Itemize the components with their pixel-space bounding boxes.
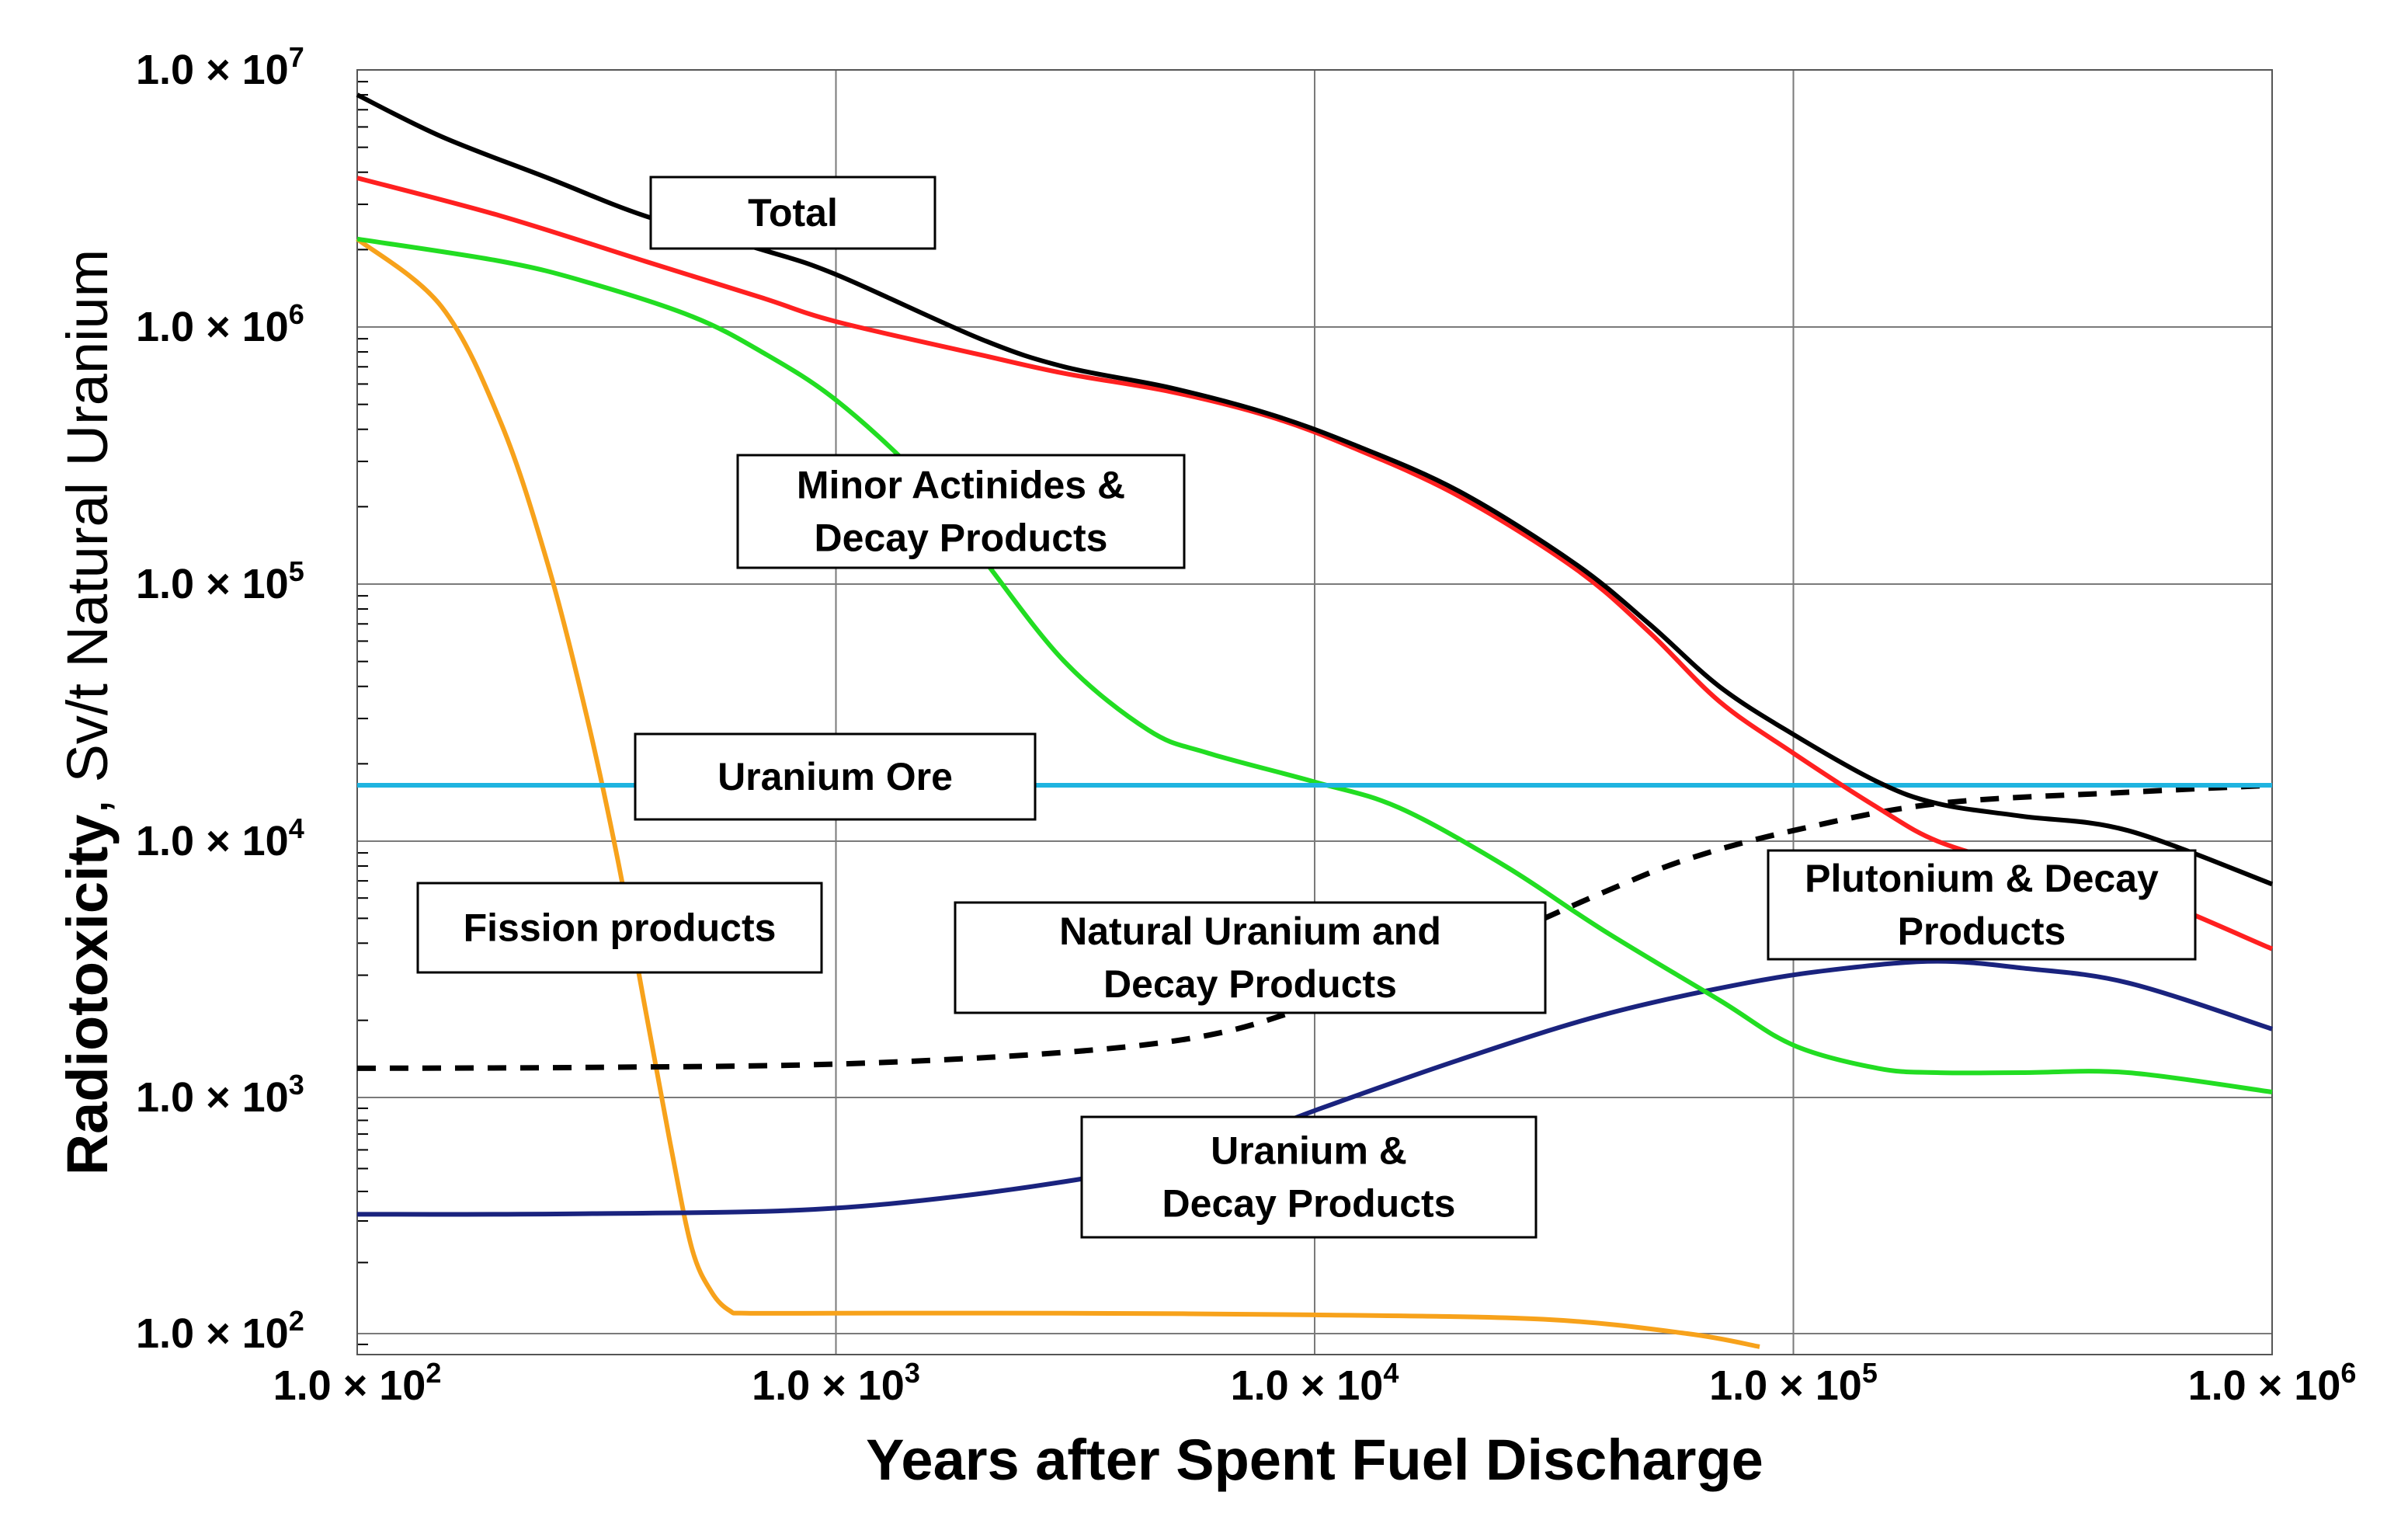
- y-axis-title-rest: , Sv/t Natural Uranium: [55, 249, 120, 815]
- label-minor: Minor Actinides & Decay Products: [736, 454, 1186, 569]
- label-minor-text: Decay Products: [815, 517, 1108, 560]
- label-plutonium-text: Products: [1898, 910, 2066, 953]
- label-natural-text: Natural Uranium and: [1059, 910, 1441, 953]
- y-tick-base: 1.0 × 10: [136, 1310, 289, 1357]
- label-plutonium-box: [1767, 849, 2197, 961]
- label-uranium-box: [1080, 1115, 1538, 1239]
- x-tick-base: 1.0 × 10: [752, 1362, 905, 1409]
- x-tick-label: 1.0 × 104: [1231, 1357, 1399, 1409]
- series-line-minor-actinides-decay-products: [356, 236, 2273, 1094]
- y-tick-base: 1.0 × 10: [136, 1074, 289, 1121]
- series-line-uranium-decay-products: [356, 958, 2273, 1217]
- y-tick-label: 1.0 × 102: [136, 1305, 304, 1357]
- plot-area-frame: [356, 69, 2273, 1355]
- label-fission-text: Fission products: [464, 906, 777, 950]
- label-uranium-text: Decay Products: [1162, 1182, 1456, 1226]
- label-natural-box: [954, 901, 1547, 1014]
- y-tick-exponent: 7: [289, 41, 304, 73]
- y-axis-title: Radiotoxicity, Sv/t Natural Uranium: [55, 249, 120, 1176]
- x-tick-base: 1.0 × 10: [1709, 1362, 1862, 1409]
- label-plutonium: Plutonium & Decay Products: [1767, 849, 2197, 961]
- y-tick-base: 1.0 × 10: [136, 304, 289, 350]
- x-tick-base: 1.0 × 10: [273, 1362, 426, 1409]
- x-tick-exponent: 2: [426, 1357, 441, 1389]
- x-tick-base: 1.0 × 10: [1231, 1362, 1384, 1409]
- label-natural: Natural Uranium and Decay Products: [954, 901, 1547, 1014]
- x-tick-base: 1.0 × 10: [2188, 1362, 2341, 1409]
- y-tick-exponent: 5: [289, 555, 304, 587]
- label-minor-box: [736, 454, 1186, 569]
- label-fission: Fission products: [416, 882, 823, 974]
- y-tick-label: 1.0 × 103: [136, 1069, 304, 1121]
- x-tick-exponent: 3: [905, 1357, 920, 1389]
- y-tick-label: 1.0 × 107: [136, 41, 304, 93]
- y-tick-exponent: 2: [289, 1305, 304, 1337]
- x-tick-label: 1.0 × 103: [752, 1357, 920, 1409]
- y-tick-label: 1.0 × 106: [136, 298, 304, 350]
- label-natural-text: Decay Products: [1103, 962, 1397, 1006]
- x-tick-exponent: 5: [1862, 1357, 1878, 1389]
- label-fission-box: [416, 882, 823, 974]
- x-tick-label: 1.0 × 106: [2188, 1357, 2357, 1409]
- label-ore-text: Uranium Ore: [718, 755, 953, 798]
- label-uranium-text: Uranium &: [1211, 1129, 1407, 1173]
- label-total: Total: [649, 176, 936, 250]
- y-tick-exponent: 6: [289, 298, 304, 330]
- y-tick-base: 1.0 × 10: [136, 561, 289, 607]
- x-tick-labels: 1.0 × 102 1.0 × 103 1.0 × 104 1.0 × 105 1.0 …: [273, 1357, 2357, 1409]
- y-tick-label: 1.0 × 104: [136, 812, 304, 864]
- y-tick-label: 1.0 × 105: [136, 555, 304, 607]
- x-tick-label: 1.0 × 102: [273, 1357, 442, 1409]
- label-uranium: Uranium & Decay Products: [1080, 1115, 1538, 1239]
- y-tick-exponent: 3: [289, 1069, 304, 1101]
- label-total-box: [649, 176, 936, 250]
- series-line-plutonium-decay-products: [356, 176, 2274, 951]
- label-minor-text: Minor Actinides &: [797, 464, 1125, 507]
- y-axis-title-bold: Radiotoxicity: [55, 815, 120, 1176]
- label-plutonium-text: Plutonium & Decay: [1805, 857, 2159, 900]
- x-tick-exponent: 4: [1383, 1357, 1399, 1389]
- x-tick-label: 1.0 × 105: [1709, 1357, 1878, 1409]
- series-line-fission-products: [356, 237, 1760, 1349]
- y-tick-base: 1.0 × 10: [136, 818, 289, 864]
- label-ore-box: [634, 732, 1037, 821]
- minor-ticks: [357, 81, 368, 1345]
- y-tick-exponent: 4: [289, 812, 304, 844]
- label-ore: Uranium Ore: [634, 732, 1037, 821]
- label-total-text: Total: [748, 191, 838, 235]
- series-lines: [356, 92, 2274, 1349]
- y-tick-base: 1.0 × 10: [136, 47, 289, 93]
- x-tick-exponent: 6: [2340, 1357, 2356, 1389]
- x-axis-title: Years after Spent Fuel Discharge: [866, 1428, 1763, 1492]
